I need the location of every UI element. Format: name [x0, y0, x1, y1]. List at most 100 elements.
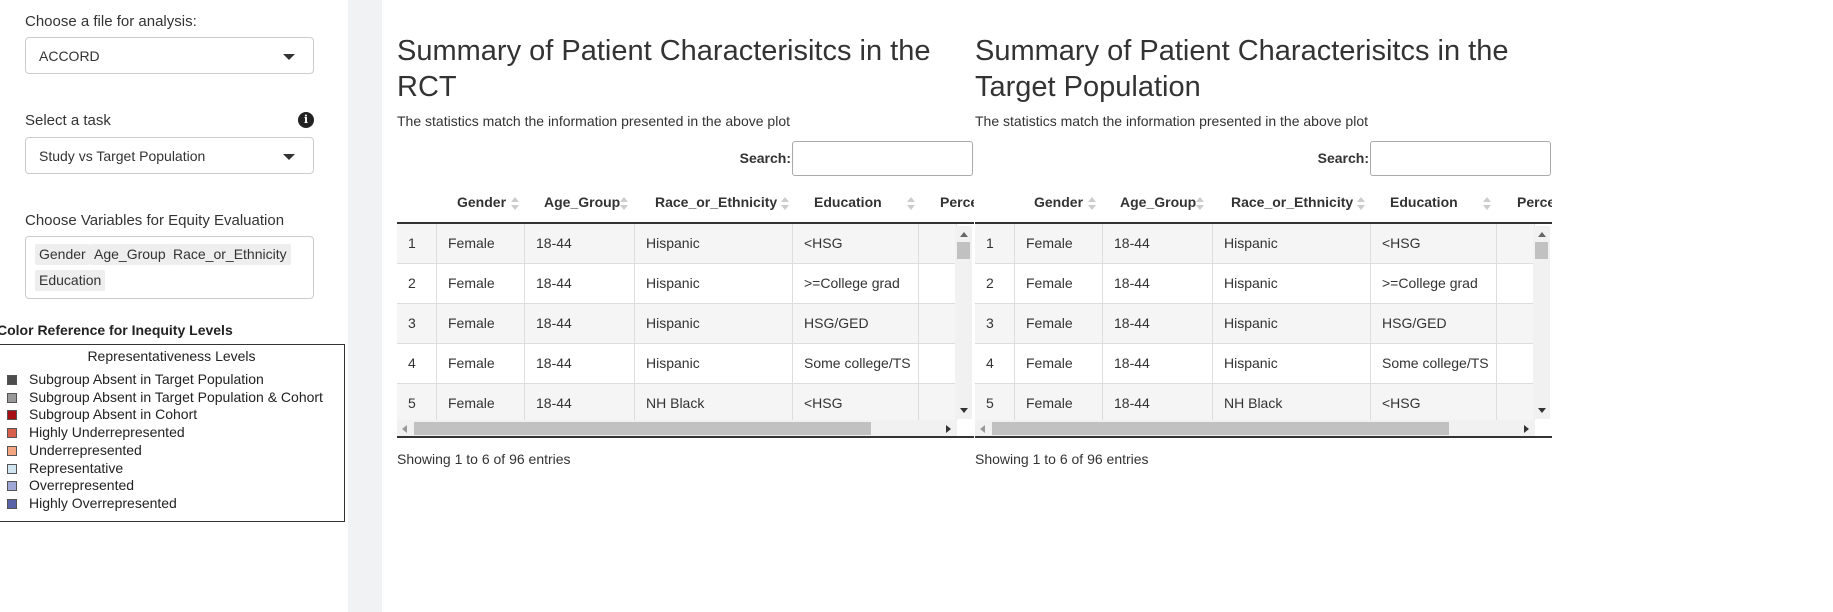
column-header-gender[interactable]: Gender [1034, 194, 1084, 210]
scroll-left-icon[interactable] [980, 425, 985, 433]
variables-multiselect[interactable]: Gender Age_Group Race_or_Ethnicity Educa… [25, 236, 314, 299]
table-cell: 5 [397, 384, 437, 421]
info-icon[interactable]: i [298, 112, 314, 128]
table-row[interactable]: 4 Female 18-44 Hispanic Some college/TS [975, 344, 1535, 384]
table-row[interactable]: 1 Female 18-44 Hispanic <HSG [397, 224, 957, 264]
sort-icon[interactable] [907, 197, 915, 211]
search-input[interactable] [1370, 141, 1551, 176]
table-cell: 18-44 [1103, 344, 1213, 383]
table-cell: 18-44 [525, 264, 635, 303]
scroll-up-icon[interactable] [1538, 232, 1546, 237]
scroll-right-icon[interactable] [946, 425, 951, 433]
vertical-scrollbar[interactable] [955, 226, 972, 419]
table-body: 1 Female 18-44 Hispanic <HSG 2 Female 18-44 Hisp… [397, 224, 957, 421]
table-cell: Female [1015, 304, 1103, 343]
panel-subtitle: The statistics match the information pre… [397, 113, 790, 129]
legend-label: Overrepresented [29, 477, 135, 494]
task-select-label: Select a task [25, 112, 111, 129]
table-cell [1497, 224, 1535, 263]
table-row[interactable]: 2 Female 18-44 Hispanic >=College grad [975, 264, 1535, 304]
column-header-education[interactable]: Education [814, 194, 882, 210]
rct-summary-panel: Summary of Patient Characterisitcs in th… [397, 0, 974, 612]
scroll-thumb[interactable] [1535, 242, 1548, 259]
sort-icon[interactable] [620, 197, 628, 211]
scroll-right-icon[interactable] [1524, 425, 1529, 433]
column-header-education[interactable]: Education [1390, 194, 1458, 210]
table-cell [919, 264, 957, 303]
variables-label: Choose Variables for Equity Evaluation [25, 212, 285, 229]
search-input[interactable] [792, 141, 973, 176]
page-title: Summary of Patient Characterisitcs in th… [975, 35, 1509, 103]
representativeness-legend: Representativeness Levels Subgroup Absen… [0, 344, 345, 522]
sort-icon[interactable] [1196, 197, 1204, 211]
table-cell: 18-44 [525, 344, 635, 383]
column-header-age-group[interactable]: Age_Group [1120, 194, 1197, 210]
table-cell: Female [437, 224, 525, 263]
table-info: Showing 1 to 6 of 96 entries [397, 451, 571, 467]
variable-chip-gender[interactable]: Gender [35, 244, 90, 265]
sidebar-gutter [348, 0, 382, 612]
table-cell: 4 [975, 344, 1015, 383]
legend-swatch [7, 428, 17, 439]
table-row[interactable]: 3 Female 18-44 Hispanic HSG/GED [975, 304, 1535, 344]
vertical-scrollbar[interactable] [1533, 226, 1550, 419]
column-header-gender[interactable]: Gender [457, 194, 507, 210]
file-select[interactable]: ACCORD [25, 37, 314, 74]
table-cell: Female [1015, 224, 1103, 263]
sort-icon[interactable] [781, 197, 789, 211]
scroll-thumb[interactable] [957, 242, 970, 259]
scroll-thumb[interactable] [414, 422, 871, 435]
column-header-age-group[interactable]: Age_Group [544, 194, 621, 210]
sort-icon[interactable] [1088, 197, 1096, 211]
horizontal-scrollbar[interactable] [397, 420, 957, 437]
table-cell [919, 384, 957, 421]
table-cell: Some college/TS [793, 344, 919, 383]
table-cell: Female [1015, 384, 1103, 421]
variable-chip-education[interactable]: Education [35, 270, 106, 291]
table-row[interactable]: 2 Female 18-44 Hispanic >=College grad [397, 264, 957, 304]
sort-icon[interactable] [1357, 197, 1365, 211]
table-bottom-border [397, 436, 974, 438]
table-row[interactable]: 5 Female 18-44 NH Black <HSG [975, 384, 1535, 421]
task-select[interactable]: Study vs Target Population [25, 137, 314, 174]
scroll-thumb[interactable] [992, 422, 1449, 435]
table-cell: 18-44 [1103, 224, 1213, 263]
chevron-down-icon [283, 154, 295, 160]
search-label: Search: [739, 150, 791, 166]
table-row[interactable]: 5 Female 18-44 NH Black <HSG [397, 384, 957, 421]
table-cell: >=College grad [793, 264, 919, 303]
variable-chip-race-or-ethnicity[interactable]: Race_or_Ethnicity [169, 244, 291, 265]
table-cell [1497, 344, 1535, 383]
table-row[interactable]: 3 Female 18-44 Hispanic HSG/GED [397, 304, 957, 344]
table-row[interactable]: 1 Female 18-44 Hispanic <HSG [975, 224, 1535, 264]
scroll-down-icon[interactable] [960, 408, 968, 413]
sort-icon[interactable] [1483, 197, 1491, 211]
table-cell: Hispanic [1213, 224, 1371, 263]
scroll-left-icon[interactable] [402, 425, 407, 433]
table-cell: Some college/TS [1371, 344, 1497, 383]
column-header-percent[interactable]: Perce [1517, 194, 1552, 210]
scroll-up-icon[interactable] [960, 232, 968, 237]
legend-label: Highly Underrepresented [29, 424, 185, 441]
table-cell: 2 [975, 264, 1015, 303]
table-cell: Hispanic [1213, 304, 1371, 343]
scroll-down-icon[interactable] [1538, 408, 1546, 413]
table-row[interactable]: 4 Female 18-44 Hispanic Some college/TS [397, 344, 957, 384]
table-cell: 3 [975, 304, 1015, 343]
table-cell [919, 344, 957, 383]
variable-chip-age-group[interactable]: Age_Group [90, 244, 170, 265]
table-cell [919, 304, 957, 343]
file-select-label: Choose a file for analysis: [25, 13, 197, 30]
sort-icon[interactable] [511, 197, 519, 211]
table-cell: <HSG [1371, 384, 1497, 421]
table-cell: Female [437, 264, 525, 303]
legend-swatch [7, 375, 17, 385]
horizontal-scrollbar[interactable] [975, 420, 1535, 437]
page-title: Summary of Patient Characterisitcs in th… [397, 35, 931, 103]
column-header-race-or-ethnicity[interactable]: Race_or_Ethnicity [655, 194, 778, 210]
column-header-race-or-ethnicity[interactable]: Race_or_Ethnicity [1231, 194, 1354, 210]
column-header-percent[interactable]: Perce [940, 194, 974, 210]
table-cell: Hispanic [1213, 264, 1371, 303]
legend-label: Representative [29, 459, 124, 476]
table-cell: 2 [397, 264, 437, 303]
